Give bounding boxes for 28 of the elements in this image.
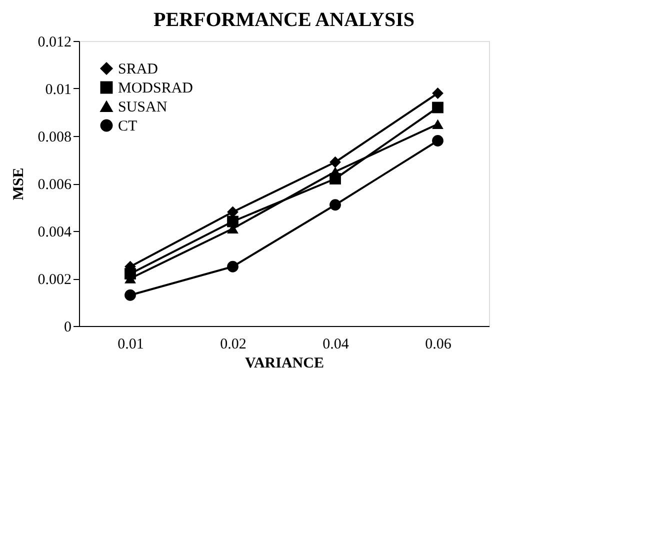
legend-label: MODSRAD xyxy=(118,80,194,96)
point xyxy=(432,135,444,146)
y-tick-label: 0.006 xyxy=(38,177,72,193)
x-tick-label: 0.02 xyxy=(220,336,246,352)
point xyxy=(330,166,341,177)
legend-label: CT xyxy=(118,118,138,134)
x-tick-label: 0.06 xyxy=(425,336,452,352)
point xyxy=(227,260,238,272)
y-tick-label: 0.01 xyxy=(45,82,72,98)
point xyxy=(330,156,341,168)
point xyxy=(432,88,444,99)
legend-label: SUSAN xyxy=(118,100,168,116)
legend-label: SRAD xyxy=(118,62,158,78)
x-axis-title: VARIANCE xyxy=(245,356,324,372)
chart-title: PERFORMANCE ANALYSIS xyxy=(154,9,414,31)
point xyxy=(432,102,444,114)
point xyxy=(227,216,238,228)
y-tick-label: 0.002 xyxy=(38,272,72,288)
y-tick-label: 0.004 xyxy=(38,224,72,240)
y-axis-title: MSE xyxy=(10,168,27,200)
x-tick-label: 0.01 xyxy=(118,336,144,352)
point xyxy=(124,289,136,301)
point xyxy=(330,199,341,211)
y-tick-label: 0.012 xyxy=(38,34,72,50)
point xyxy=(432,119,444,130)
y-tick-label: 0 xyxy=(64,320,72,336)
x-tick-label: 0.04 xyxy=(322,336,350,352)
y-tick-label: 0.008 xyxy=(38,130,72,146)
